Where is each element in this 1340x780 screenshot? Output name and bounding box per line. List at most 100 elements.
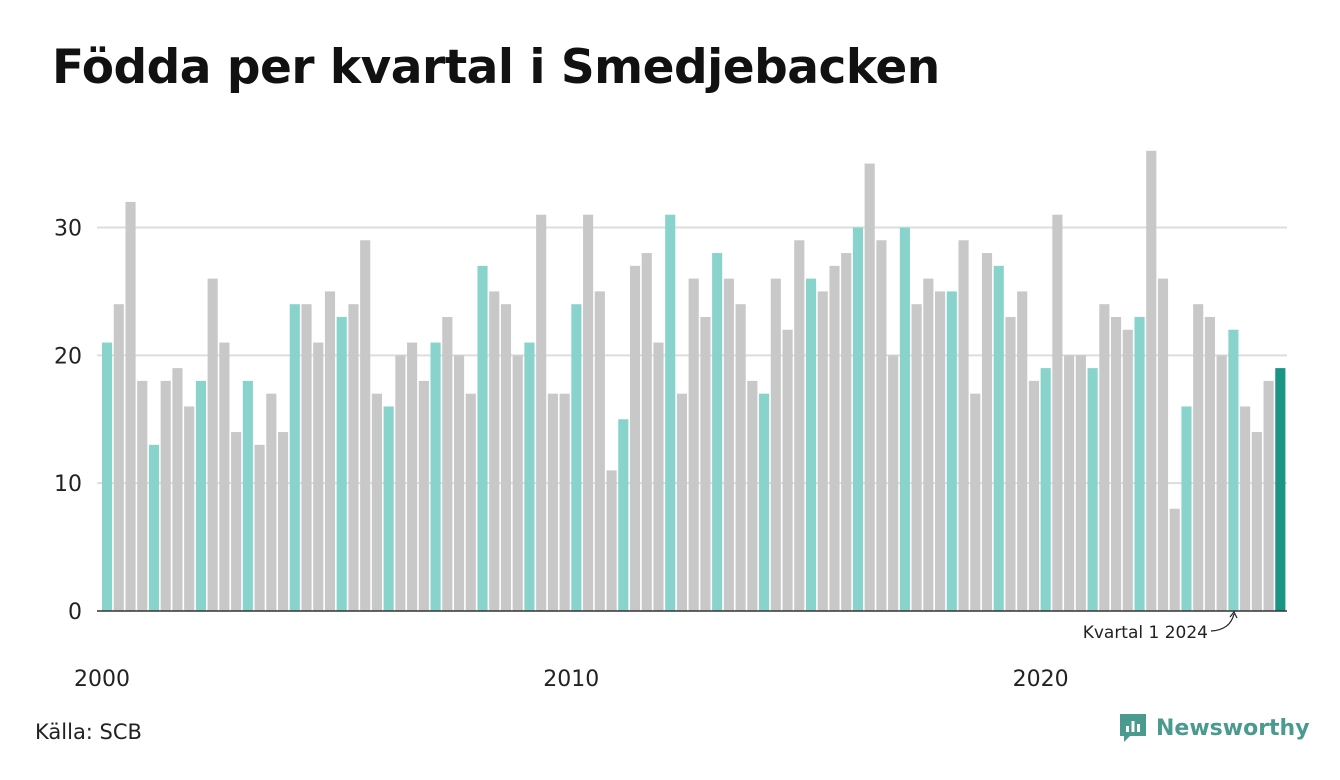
bar [1005,316,1016,611]
newsworthy-logo-icon [1120,714,1146,742]
bar [254,444,265,611]
bar [336,316,347,611]
bar [864,163,875,611]
bar [489,291,500,611]
bar [911,304,922,611]
bar [1228,329,1239,611]
bar [160,380,171,611]
bar [148,444,160,611]
bar [571,304,582,611]
bar [1134,316,1145,611]
bar [618,419,629,611]
bar [360,240,371,611]
bar [641,253,652,612]
chart-title: Födda per kvartal i Smedjebacken [52,40,940,95]
bar [723,278,734,611]
bar [594,291,605,611]
bar [242,380,253,611]
y-tick-label: 30 [54,216,82,241]
bar [735,304,746,611]
bar [1157,278,1169,611]
brand-logo[interactable]: Newsworthy [1118,712,1310,744]
bar [1169,508,1180,611]
bar [277,432,289,611]
bar [524,342,535,611]
bar [1040,368,1051,611]
bar [665,214,676,611]
bar [113,304,124,611]
bar [477,265,488,611]
bar [102,342,113,611]
bar [829,265,840,611]
bar [1111,316,1122,611]
annotation: Kvartal 1 2024 [1083,610,1238,643]
y-tick-label: 10 [54,472,82,497]
x-tick-label: 2020 [1013,667,1069,692]
y-tick-label: 20 [54,344,82,369]
bar [172,368,183,611]
brand-name: Newsworthy [1156,715,1310,741]
x-tick-label: 2010 [543,667,599,692]
bar [324,291,336,611]
bar [442,316,453,611]
bar [899,227,910,612]
bar [207,278,218,611]
bar [1146,150,1157,611]
bar [407,342,418,611]
bar [770,278,781,611]
annotation-label: Kvartal 1 2024 [1083,623,1208,643]
bar [759,393,770,611]
bar [1263,380,1274,611]
bar [500,304,512,611]
x-tick-label: 2000 [74,667,130,692]
bar [1193,304,1204,611]
bar [125,201,136,612]
bar [289,304,300,611]
bar [1122,329,1133,611]
bar [430,342,441,611]
bar [712,253,723,612]
bar [1064,355,1075,611]
bar [1275,368,1286,611]
bar [1181,406,1192,611]
bar [371,393,382,611]
bar [805,278,817,611]
source-label: Källa: SCB [35,720,142,744]
bar [688,278,699,611]
bars [102,150,1286,612]
bar [559,393,570,611]
bar [888,355,899,611]
bar [629,265,641,611]
bar [876,240,887,611]
bar [301,304,312,611]
bar [1204,316,1215,611]
annotation-arrow [1210,613,1235,632]
bar [782,329,793,611]
bar [313,342,324,611]
bar [266,393,277,611]
bar [958,240,969,611]
bar [946,291,957,611]
bar [1216,355,1227,611]
axes: 0 10 20 30 2000 2010 2020 [54,216,1287,692]
bar [817,291,828,611]
bar [653,342,664,611]
bar [348,304,359,611]
bar [453,355,465,611]
bar [606,470,617,611]
bar [935,291,946,611]
bar [981,253,993,612]
bar [1240,406,1251,611]
bar [536,214,547,611]
bar [547,393,558,611]
bar [676,393,688,611]
annotation-arrowhead [1229,610,1238,619]
bar [747,380,758,611]
bar [1052,214,1063,611]
bar [137,380,148,611]
bar [841,253,852,612]
bar [700,316,711,611]
bar [1017,291,1028,611]
bar [195,380,206,611]
